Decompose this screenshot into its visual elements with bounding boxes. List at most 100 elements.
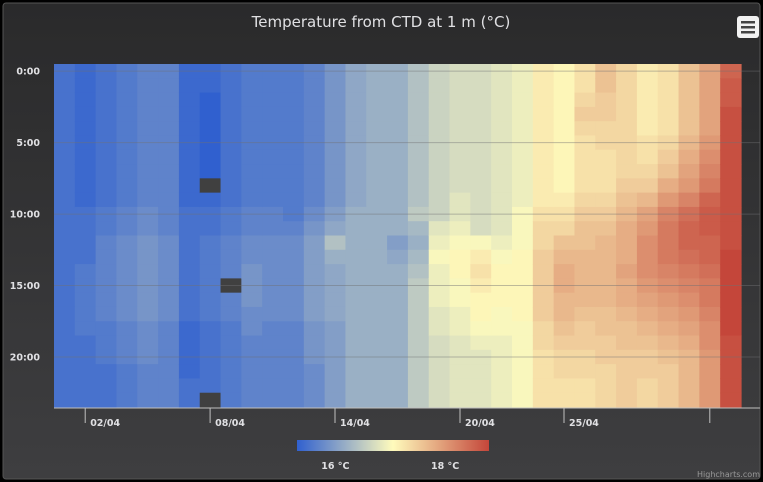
heatmap-cell[interactable] xyxy=(116,306,138,322)
heatmap-cell[interactable] xyxy=(678,335,700,351)
heatmap-cell[interactable] xyxy=(220,149,242,165)
heatmap-cell[interactable] xyxy=(699,135,721,151)
heatmap-cell[interactable] xyxy=(95,378,118,394)
heatmap-cell[interactable] xyxy=(636,292,659,308)
heatmap-cell[interactable] xyxy=(636,78,659,94)
heatmap-cell[interactable] xyxy=(137,192,159,208)
heatmap-cell[interactable] xyxy=(470,378,492,394)
heatmap-cell[interactable] xyxy=(283,192,305,208)
heatmap-cell[interactable] xyxy=(116,106,138,122)
heatmap-cell[interactable] xyxy=(220,306,242,322)
heatmap-cell[interactable] xyxy=(283,221,305,237)
heatmap-cell[interactable] xyxy=(657,164,680,179)
heatmap-cell[interactable] xyxy=(178,392,201,408)
heatmap-cell[interactable] xyxy=(636,235,659,251)
heatmap-cell[interactable] xyxy=(449,306,471,322)
heatmap-cell[interactable] xyxy=(449,178,471,194)
heatmap-cell[interactable] xyxy=(158,149,180,165)
heatmap-cell[interactable] xyxy=(699,364,721,380)
heatmap-cell[interactable] xyxy=(178,92,201,108)
heatmap-cell[interactable] xyxy=(54,335,76,351)
heatmap-cell[interactable] xyxy=(387,92,409,108)
heatmap-cell[interactable] xyxy=(470,192,492,208)
heatmap-cell[interactable] xyxy=(636,306,659,322)
heatmap-cell[interactable] xyxy=(636,121,659,137)
heatmap-cell[interactable] xyxy=(54,321,76,337)
heatmap-cell[interactable] xyxy=(220,178,242,194)
heatmap-cell[interactable] xyxy=(512,164,534,179)
heatmap-cell[interactable] xyxy=(470,264,492,279)
heatmap-cell[interactable] xyxy=(720,235,742,251)
heatmap-cell[interactable] xyxy=(449,249,471,265)
heatmap-cell[interactable] xyxy=(699,92,721,108)
heatmap-cell[interactable] xyxy=(512,235,534,251)
heatmap-cell[interactable] xyxy=(262,106,284,122)
heatmap-cell[interactable] xyxy=(574,106,596,122)
heatmap-cell[interactable] xyxy=(116,78,138,94)
heatmap-cell[interactable] xyxy=(178,121,201,137)
heatmap-cell[interactable] xyxy=(553,378,576,394)
heatmap-cell[interactable] xyxy=(553,278,576,294)
heatmap-cell[interactable] xyxy=(324,364,347,380)
heatmap-cell[interactable] xyxy=(616,178,638,194)
heatmap-cell[interactable] xyxy=(720,92,742,108)
heatmap-cell[interactable] xyxy=(720,335,742,351)
heatmap-cell[interactable] xyxy=(137,278,159,294)
heatmap-cell[interactable] xyxy=(54,364,76,380)
heatmap-cell[interactable] xyxy=(553,164,576,179)
heatmap-cell[interactable] xyxy=(137,392,159,408)
heatmap-cell[interactable] xyxy=(532,292,555,308)
heatmap-cell[interactable] xyxy=(345,149,367,165)
heatmap-cell[interactable] xyxy=(241,78,263,94)
heatmap-cell[interactable] xyxy=(491,364,513,380)
heatmap-cell[interactable] xyxy=(574,264,596,279)
heatmap-cell[interactable] xyxy=(366,192,388,208)
heatmap-cell[interactable] xyxy=(595,149,617,165)
heatmap-cell[interactable] xyxy=(366,321,388,337)
heatmap-cell[interactable] xyxy=(262,92,284,108)
heatmap-cell[interactable] xyxy=(574,321,596,337)
heatmap-cell[interactable] xyxy=(699,78,721,94)
heatmap-cell[interactable] xyxy=(324,121,347,137)
heatmap-cell[interactable] xyxy=(158,206,180,222)
heatmap-cell[interactable] xyxy=(366,335,388,351)
heatmap-cell[interactable] xyxy=(199,206,222,222)
heatmap-cell[interactable] xyxy=(303,292,326,308)
heatmap-cell[interactable] xyxy=(345,335,367,351)
heatmap-cell[interactable] xyxy=(678,164,700,179)
heatmap-cell[interactable] xyxy=(657,206,680,222)
heatmap-cell[interactable] xyxy=(220,392,242,408)
heatmap-cell[interactable] xyxy=(574,349,596,365)
heatmap-cell[interactable] xyxy=(491,235,513,251)
heatmap-cell[interactable] xyxy=(283,164,305,179)
heatmap-cell[interactable] xyxy=(178,149,201,165)
heatmap-cell[interactable] xyxy=(532,335,555,351)
heatmap-cell[interactable] xyxy=(137,249,159,265)
heatmap-cell[interactable] xyxy=(512,349,534,365)
heatmap-cell[interactable] xyxy=(636,135,659,151)
heatmap-cell[interactable] xyxy=(178,349,201,365)
heatmap-cell[interactable] xyxy=(95,235,118,251)
heatmap-cell[interactable] xyxy=(54,92,76,108)
heatmap-cell[interactable] xyxy=(491,306,513,322)
heatmap-cell[interactable] xyxy=(178,64,201,79)
heatmap-cell[interactable] xyxy=(74,335,97,351)
heatmap-cell[interactable] xyxy=(595,64,617,79)
heatmap-cell[interactable] xyxy=(574,92,596,108)
heatmap-cell[interactable] xyxy=(553,364,576,380)
heatmap-cell[interactable] xyxy=(54,121,76,137)
heatmap-cell[interactable] xyxy=(720,321,742,337)
heatmap-cell[interactable] xyxy=(532,349,555,365)
heatmap-cell[interactable] xyxy=(387,335,409,351)
heatmap-cell[interactable] xyxy=(199,78,222,94)
heatmap-cell[interactable] xyxy=(532,278,555,294)
heatmap-cell[interactable] xyxy=(345,106,367,122)
heatmap-cell[interactable] xyxy=(220,335,242,351)
heatmap-cell[interactable] xyxy=(283,278,305,294)
heatmap-cell[interactable] xyxy=(54,378,76,394)
heatmap-cell[interactable] xyxy=(699,249,721,265)
heatmap-cell[interactable] xyxy=(574,292,596,308)
heatmap-cell[interactable] xyxy=(54,235,76,251)
heatmap-cell[interactable] xyxy=(491,178,513,194)
heatmap-cell[interactable] xyxy=(449,321,471,337)
